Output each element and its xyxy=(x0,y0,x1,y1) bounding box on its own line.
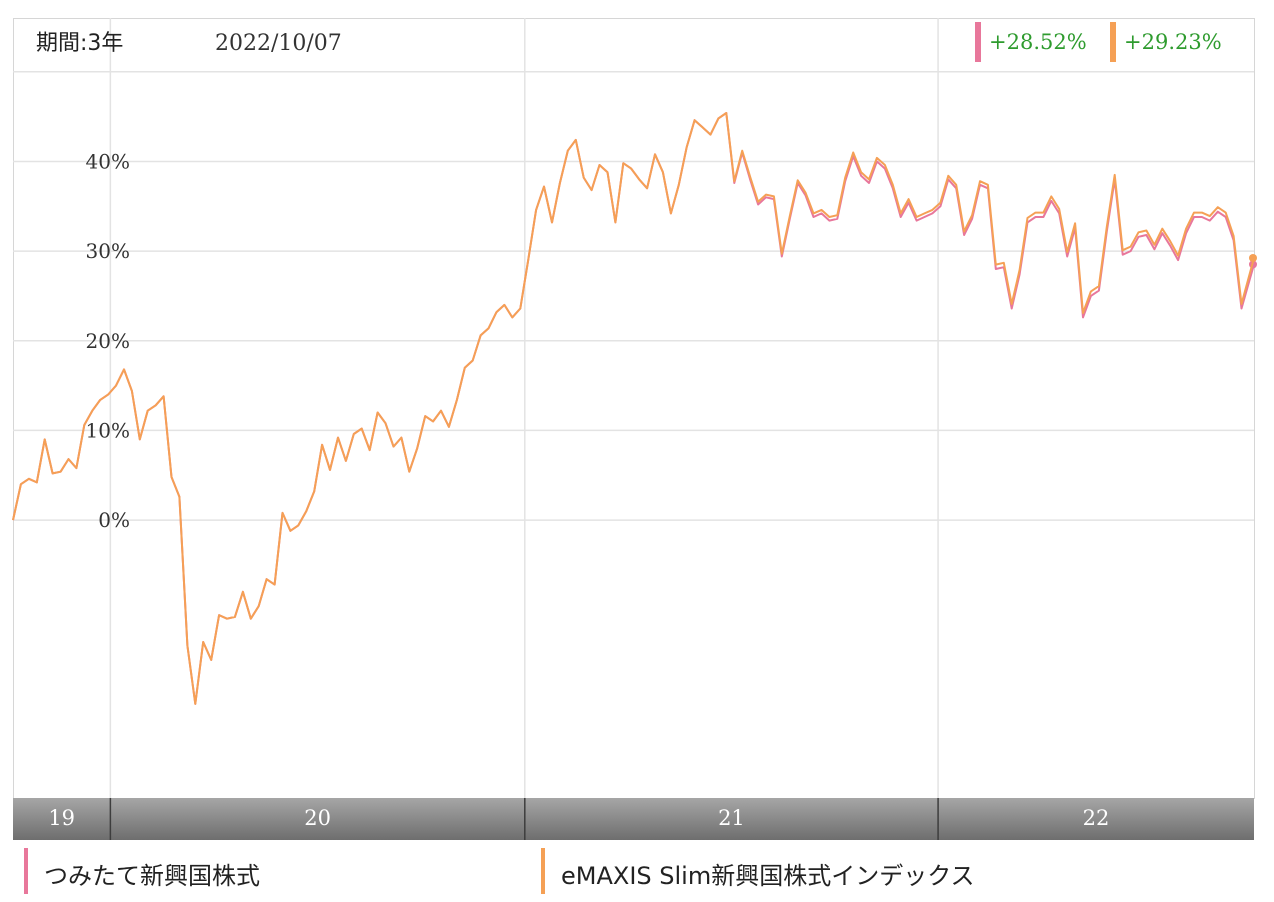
x-tick-label: 20 xyxy=(304,806,331,830)
y-tick-label: 20% xyxy=(86,329,130,353)
legend-swatch-orange xyxy=(541,848,545,894)
legend-item-tsumitate[interactable]: つみたて新興国株式 xyxy=(24,846,504,896)
x-axis-background xyxy=(13,798,1254,840)
series-endpoint xyxy=(1249,254,1257,263)
y-tick-label: 0% xyxy=(98,508,130,532)
legend-swatch-pink xyxy=(24,848,28,894)
x-tick-label: 22 xyxy=(1083,806,1110,830)
return-swatch-pink xyxy=(975,22,981,62)
x-axis-band: 19 20 21 22 xyxy=(13,798,1254,840)
return-swatch-orange xyxy=(1110,22,1116,62)
series-lines xyxy=(12,112,1257,705)
y-tick-label: 10% xyxy=(86,418,130,442)
legend-item-emaxis[interactable]: eMAXIS Slim新興国株式インデックス xyxy=(541,846,1261,896)
y-tick-label: 40% xyxy=(86,149,130,173)
y-axis: 0% 10% 20% 30% 40% xyxy=(86,149,130,532)
plot-frame xyxy=(13,18,1255,799)
y-tick-label: 30% xyxy=(86,239,130,263)
x-tick-label: 19 xyxy=(48,806,75,830)
return-value-pink: +28.52% xyxy=(989,30,1087,54)
period-label: 期間:3年 xyxy=(36,31,123,56)
performance-chart: 0% 10% 20% 30% 40% 19 20 21 22 期間:3年 2022/10/07… xyxy=(12,18,1257,840)
grid xyxy=(13,18,1254,798)
legend-label-tsumitate: つみたて新興国株式 xyxy=(44,862,260,890)
x-tick-label: 21 xyxy=(718,806,745,830)
return-value-orange: +29.23% xyxy=(1124,30,1222,54)
legend-label-emaxis: eMAXIS Slim新興国株式インデックス xyxy=(561,862,975,890)
series-line-emaxis xyxy=(12,112,1255,705)
date-label: 2022/10/07 xyxy=(215,31,342,56)
